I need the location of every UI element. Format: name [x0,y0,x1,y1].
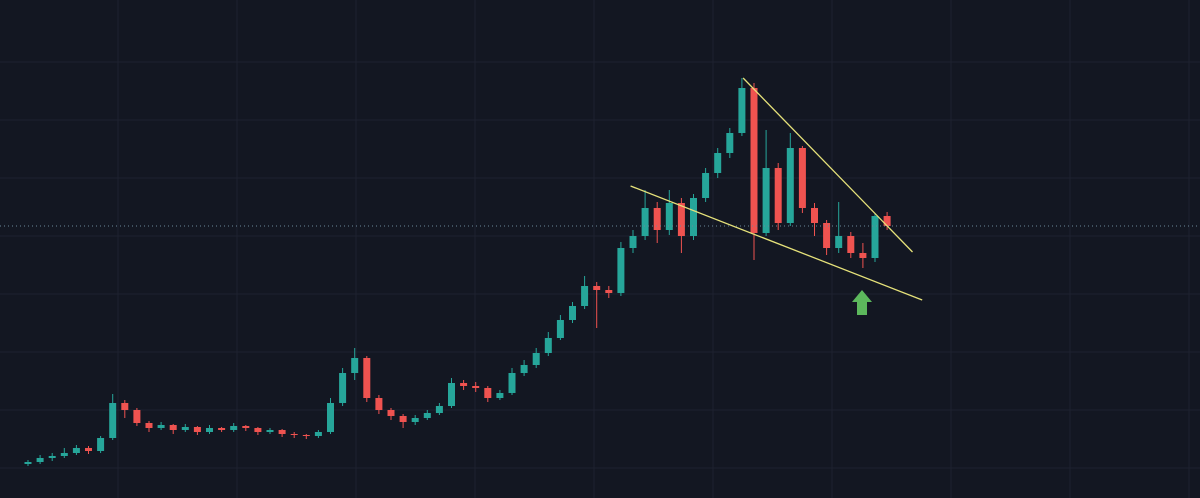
candle-body [883,216,891,226]
candle-body [532,353,540,365]
trendline [742,77,913,253]
candle-body [254,428,262,432]
candle-body [193,427,201,432]
candle-body [871,216,879,258]
candle-body [157,425,165,428]
candle-body [36,458,44,462]
candle-body [363,358,371,398]
candle-body [798,148,806,208]
candle-body [786,148,794,223]
candle-body [738,88,746,133]
candle-body [48,456,56,458]
candle-body [593,286,601,290]
candle-body [327,403,334,432]
candle-body [423,413,431,418]
candle-body [133,410,141,423]
candle-body [859,253,867,258]
candle-body [556,320,564,338]
candle-body [85,448,92,451]
candle-body [387,410,395,416]
candle-body [411,418,419,422]
candle-body [811,208,818,223]
candle-body [169,425,177,430]
arrow-up [852,290,872,315]
candle-body [24,462,32,464]
candle-body [702,173,710,198]
candle-body [339,373,347,403]
candle-body [847,236,855,253]
candle-body [72,448,80,453]
candle-body [581,286,589,306]
candle-body [496,393,504,398]
candle-body [750,88,758,233]
candle-body [677,203,685,236]
candle-body [726,133,734,153]
candle-body [484,388,492,398]
candle-body [714,153,722,173]
candle-body [641,208,649,236]
candle-body [266,430,274,432]
candle-body [290,434,298,435]
candle-body [520,365,528,373]
candle-body [181,427,189,430]
candle-body [653,208,661,230]
candle-body [206,428,213,432]
candle-body [835,236,843,248]
candle-body [544,338,552,353]
candle-body [435,406,443,413]
candle-body [145,423,153,428]
candle-body [314,432,322,436]
candle-body [121,403,129,410]
trendline [630,185,923,301]
candle-body [375,398,383,410]
candle-body [617,248,625,293]
candle-body [109,403,117,438]
candle-body [399,416,407,422]
candle-body [230,426,238,430]
candle-body [774,168,782,223]
candle-body [690,198,697,236]
candle-body [472,386,480,388]
candle-body [762,168,770,233]
candle-body [351,358,359,373]
plot [0,77,1200,466]
candle-body [665,203,673,230]
candle-body [242,426,250,428]
candle-body [278,430,286,434]
candle-body [569,306,576,320]
candle-body [629,236,637,248]
candle-body [605,290,613,293]
candle-body [302,435,310,436]
candle-body [60,453,68,456]
candle-body [97,438,105,451]
candle-body [448,383,455,406]
candle-body [218,428,226,430]
candle-body [508,373,516,393]
candle-body [460,383,468,386]
candle-body [823,223,831,248]
